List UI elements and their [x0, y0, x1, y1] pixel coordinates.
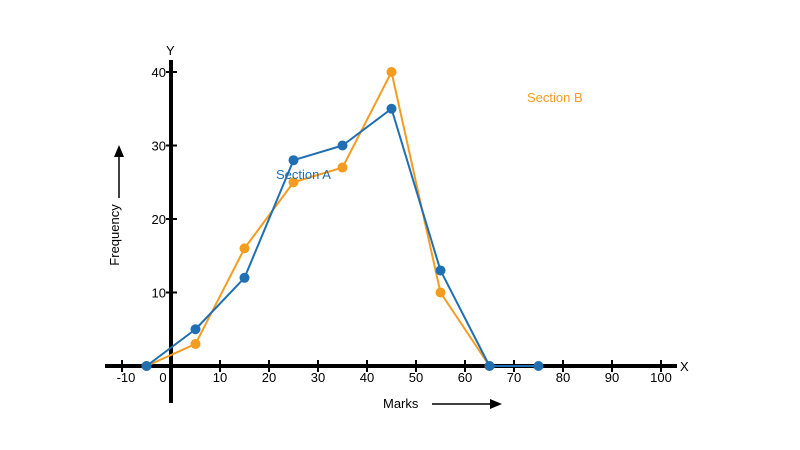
x-tick-label: 40	[360, 370, 374, 385]
x-tick-label: 70	[507, 370, 521, 385]
data-point-section-a	[386, 103, 397, 114]
y-tick-label: 20	[152, 212, 166, 227]
x-axis-label: Marks	[383, 396, 419, 411]
x-tick-label: 0	[159, 370, 166, 385]
axes: X Y Marks Frequency	[105, 43, 689, 411]
data-point-section-b	[190, 338, 201, 349]
x-tick-label: 80	[556, 370, 570, 385]
data-point-section-a	[190, 324, 201, 335]
data-point-section-b	[386, 67, 397, 77]
x-axis-arrow-head	[490, 399, 502, 409]
x-axis-letter: X	[680, 359, 689, 374]
x-tick-label: 60	[458, 370, 472, 385]
data-point-section-b	[435, 287, 446, 298]
y-axis-label: Frequency	[107, 204, 122, 266]
series	[141, 67, 544, 371]
data-point-section-a	[288, 155, 299, 166]
data-point-section-a	[239, 272, 250, 283]
data-point-section-b	[239, 243, 250, 254]
series-label-section-a: Section A	[276, 167, 331, 182]
data-point-section-a	[533, 361, 544, 371]
data-point-section-b	[337, 162, 348, 173]
data-point-section-a	[141, 361, 152, 371]
x-tick-label: 30	[311, 370, 325, 385]
y-tick-label: 40	[152, 65, 166, 80]
x-tick-label: -10	[117, 370, 136, 385]
y-tick-label: 10	[152, 286, 166, 301]
series-line-section-b	[146, 71, 491, 367]
series-labels: Section A Section B	[276, 90, 583, 182]
y-tick-label: 30	[152, 139, 166, 154]
axis-ticks: -10 0 10 20 30 40 50 60 70 80 90 100 10 20 30 40	[117, 65, 672, 385]
data-point-section-a	[435, 265, 446, 276]
series-label-section-b: Section B	[527, 90, 583, 105]
data-point-section-a	[337, 140, 348, 151]
data-point-section-b	[288, 177, 299, 188]
x-tick-label: 50	[409, 370, 423, 385]
y-axis-arrow-head	[114, 145, 124, 157]
x-tick-label: 10	[213, 370, 227, 385]
x-tick-label: 90	[605, 370, 619, 385]
y-axis-letter: Y	[166, 43, 175, 58]
x-tick-label: 100	[650, 370, 672, 385]
x-tick-label: 20	[262, 370, 276, 385]
data-point-section-a	[484, 361, 495, 371]
